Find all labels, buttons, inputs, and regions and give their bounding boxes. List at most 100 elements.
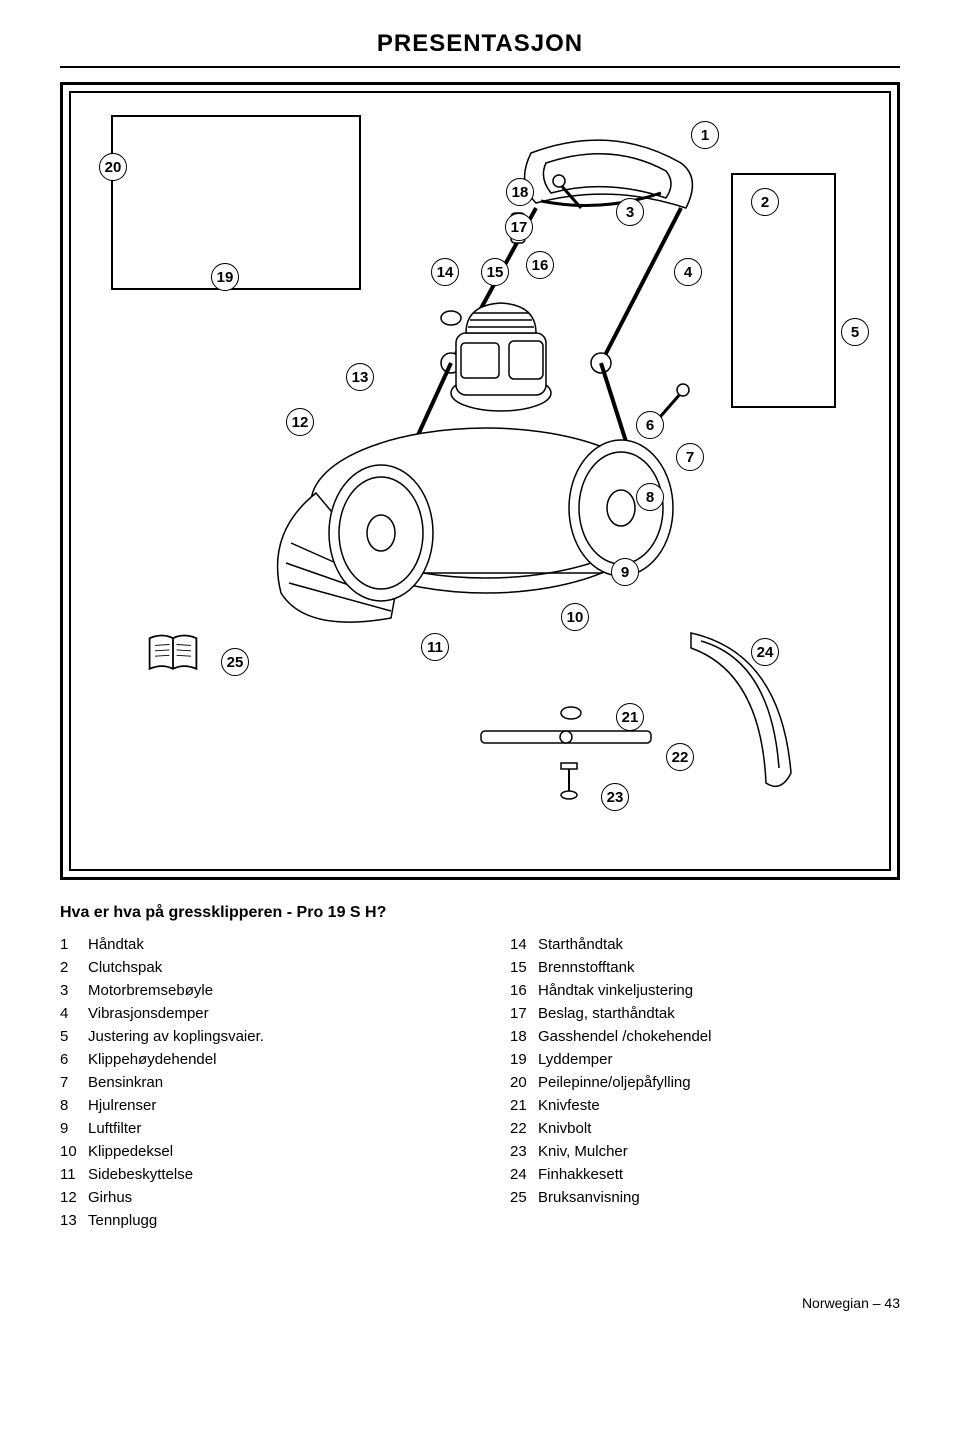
part-label: Girhus bbox=[88, 1189, 132, 1206]
title-rule bbox=[60, 66, 900, 68]
part-label: Bensinkran bbox=[88, 1074, 163, 1091]
part-number: 8 bbox=[60, 1097, 88, 1114]
part-label: Kniv, Mulcher bbox=[538, 1143, 628, 1160]
part-row: 6Klippehøydehendel bbox=[60, 1051, 450, 1068]
callout-25: 25 bbox=[221, 648, 249, 676]
part-row: 18Gasshendel /chokehendel bbox=[510, 1028, 900, 1045]
callout-23: 23 bbox=[601, 783, 629, 811]
callout-7: 7 bbox=[676, 443, 704, 471]
part-label: Starthåndtak bbox=[538, 936, 623, 953]
callout-9: 9 bbox=[611, 558, 639, 586]
part-row: 16Håndtak vinkeljustering bbox=[510, 982, 900, 999]
diagram-frame-inner: 1234567891011121314151617181920212223242… bbox=[69, 91, 891, 871]
part-number: 16 bbox=[510, 982, 538, 999]
part-label: Knivfeste bbox=[538, 1097, 600, 1114]
part-row: 22Knivbolt bbox=[510, 1120, 900, 1137]
callout-6: 6 bbox=[636, 411, 664, 439]
parts-list-left: 1Håndtak2Clutchspak3Motorbremsebøyle4Vib… bbox=[60, 936, 450, 1235]
part-label: Sidebeskyttelse bbox=[88, 1166, 193, 1183]
part-row: 10Klippedeksel bbox=[60, 1143, 450, 1160]
part-number: 18 bbox=[510, 1028, 538, 1045]
part-number: 22 bbox=[510, 1120, 538, 1137]
callout-20: 20 bbox=[99, 153, 127, 181]
callout-8: 8 bbox=[636, 483, 664, 511]
callout-15: 15 bbox=[481, 258, 509, 286]
part-number: 1 bbox=[60, 936, 88, 953]
part-row: 2Clutchspak bbox=[60, 959, 450, 976]
part-row: 14Starthåndtak bbox=[510, 936, 900, 953]
part-number: 24 bbox=[510, 1166, 538, 1183]
part-number: 12 bbox=[60, 1189, 88, 1206]
part-row: 8Hjulrenser bbox=[60, 1097, 450, 1114]
part-number: 20 bbox=[510, 1074, 538, 1091]
part-label: Bruksanvisning bbox=[538, 1189, 640, 1206]
callout-3: 3 bbox=[616, 198, 644, 226]
part-row: 4Vibrasjonsdemper bbox=[60, 1005, 450, 1022]
part-label: Clutchspak bbox=[88, 959, 162, 976]
callout-16: 16 bbox=[526, 251, 554, 279]
part-number: 19 bbox=[510, 1051, 538, 1068]
callout-12: 12 bbox=[286, 408, 314, 436]
part-row: 17Beslag, starthåndtak bbox=[510, 1005, 900, 1022]
part-row: 9Luftfilter bbox=[60, 1120, 450, 1137]
part-label: Justering av koplingsvaier. bbox=[88, 1028, 264, 1045]
part-number: 10 bbox=[60, 1143, 88, 1160]
callout-2: 2 bbox=[751, 188, 779, 216]
part-label: Hjulrenser bbox=[88, 1097, 156, 1114]
part-number: 2 bbox=[60, 959, 88, 976]
part-number: 5 bbox=[60, 1028, 88, 1045]
part-label: Brennstofftank bbox=[538, 959, 634, 976]
callout-5: 5 bbox=[841, 318, 869, 346]
callout-11: 11 bbox=[421, 633, 449, 661]
diagram-frame-outer: 1234567891011121314151617181920212223242… bbox=[60, 82, 900, 880]
part-number: 6 bbox=[60, 1051, 88, 1068]
part-label: Knivbolt bbox=[538, 1120, 591, 1137]
part-row: 25Bruksanvisning bbox=[510, 1189, 900, 1206]
part-label: Luftfilter bbox=[88, 1120, 141, 1137]
part-label: Finhakkesett bbox=[538, 1166, 623, 1183]
page-title: PRESENTASJON bbox=[60, 30, 900, 58]
callout-14: 14 bbox=[431, 258, 459, 286]
inset-box bbox=[111, 115, 361, 290]
parts-lists: 1Håndtak2Clutchspak3Motorbremsebøyle4Vib… bbox=[60, 936, 900, 1235]
callout-21: 21 bbox=[616, 703, 644, 731]
callout-1: 1 bbox=[691, 121, 719, 149]
inset-box bbox=[731, 173, 836, 408]
part-row: 3Motorbremsebøyle bbox=[60, 982, 450, 999]
callout-22: 22 bbox=[666, 743, 694, 771]
part-number: 7 bbox=[60, 1074, 88, 1091]
part-label: Motorbremsebøyle bbox=[88, 982, 213, 999]
part-row: 23Kniv, Mulcher bbox=[510, 1143, 900, 1160]
part-row: 15Brennstofftank bbox=[510, 959, 900, 976]
page-footer: Norwegian – 43 bbox=[60, 1295, 900, 1311]
callout-4: 4 bbox=[674, 258, 702, 286]
part-number: 13 bbox=[60, 1212, 88, 1229]
callout-19: 19 bbox=[211, 263, 239, 291]
callout-10: 10 bbox=[561, 603, 589, 631]
part-number: 25 bbox=[510, 1189, 538, 1206]
part-row: 5Justering av koplingsvaier. bbox=[60, 1028, 450, 1045]
part-row: 24Finhakkesett bbox=[510, 1166, 900, 1183]
part-number: 23 bbox=[510, 1143, 538, 1160]
part-label: Peilepinne/oljepåfylling bbox=[538, 1074, 691, 1091]
callout-18: 18 bbox=[506, 178, 534, 206]
part-number: 4 bbox=[60, 1005, 88, 1022]
part-label: Klippehøydehendel bbox=[88, 1051, 216, 1068]
part-label: Tennplugg bbox=[88, 1212, 157, 1229]
part-number: 14 bbox=[510, 936, 538, 953]
part-row: 11Sidebeskyttelse bbox=[60, 1166, 450, 1183]
part-number: 21 bbox=[510, 1097, 538, 1114]
part-label: Håndtak bbox=[88, 936, 144, 953]
part-label: Gasshendel /chokehendel bbox=[538, 1028, 711, 1045]
part-row: 12Girhus bbox=[60, 1189, 450, 1206]
part-label: Lyddemper bbox=[538, 1051, 613, 1068]
part-label: Håndtak vinkeljustering bbox=[538, 982, 693, 999]
part-number: 9 bbox=[60, 1120, 88, 1137]
manual-icon bbox=[143, 631, 203, 676]
part-row: 21Knivfeste bbox=[510, 1097, 900, 1114]
callout-17: 17 bbox=[505, 213, 533, 241]
part-row: 1Håndtak bbox=[60, 936, 450, 953]
part-label: Vibrasjonsdemper bbox=[88, 1005, 209, 1022]
part-number: 11 bbox=[60, 1166, 88, 1183]
part-row: 20Peilepinne/oljepåfylling bbox=[510, 1074, 900, 1091]
